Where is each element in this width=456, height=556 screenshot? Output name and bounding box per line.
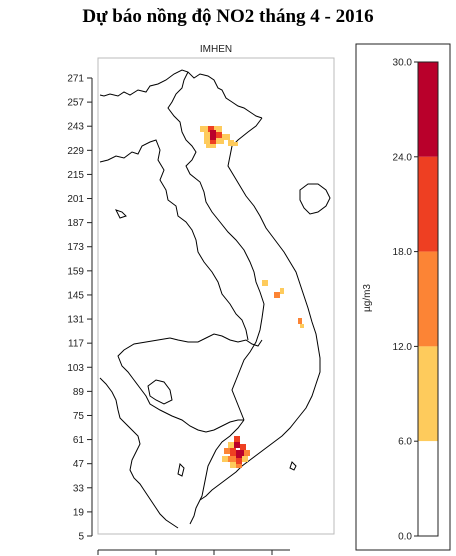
legend-unit-label: µg/m3 (362, 284, 373, 312)
hotspot-red-river-delta (200, 126, 238, 148)
map-subtitle: IMHEN (199, 44, 233, 55)
y-axis-ticks: 271 257 243 229 215 201 187 173 159 145 131 117 103 8… (67, 74, 92, 543)
legend-break-label: 24.0 (393, 152, 413, 163)
island-phu-quoc (177, 462, 185, 477)
y-tick-label: 61 (73, 435, 85, 446)
y-tick-label: 173 (67, 242, 84, 253)
y-tick-label: 159 (67, 266, 84, 277)
vietnam-coast (199, 117, 321, 501)
legend-break-label: 18.0 (393, 247, 413, 258)
legend-break-label: 12.0 (393, 342, 413, 353)
cambodia-west-border (117, 337, 244, 433)
y-tick-label: 103 (67, 363, 84, 374)
y-tick-label: 131 (67, 315, 84, 326)
y-tick-label: 257 (67, 98, 84, 109)
no2-hotspots (200, 126, 304, 468)
laos-thailand-border (99, 139, 249, 341)
cambodia-border (169, 333, 263, 347)
legend-break-label: 30.0 (393, 58, 413, 69)
legend-color-bar (417, 61, 439, 537)
tonle-sap-lake (147, 379, 173, 405)
legend-bar-outline (417, 61, 439, 537)
y-tick-label: 117 (68, 339, 84, 350)
legend-color-segment (418, 346, 438, 442)
map-frame (97, 57, 335, 535)
legend-color-segment (418, 156, 438, 252)
x-axis-ticks: 13569103 (97, 550, 273, 555)
legend-break-labels: 30.0 24.0 18.0 12.0 6.0 0.0 (393, 58, 418, 543)
y-tick-label: 47 (73, 459, 85, 470)
map-title: Dự báo nồng độ NO2 tháng 4 - 2016 (82, 6, 374, 27)
y-tick-label: 145 (67, 290, 84, 301)
legend-color-segment (418, 62, 438, 157)
y-tick-label: 187 (67, 218, 84, 229)
country-borders (99, 69, 331, 529)
y-tick-label: 75 (73, 411, 85, 422)
western-border (167, 71, 265, 421)
islet-south (289, 461, 297, 471)
y-tick-label: 215 (67, 170, 84, 181)
y-tick-label: 201 (67, 194, 84, 205)
legend-color-segment (418, 441, 438, 536)
islet-north (115, 209, 127, 219)
hotspot-central-coast (262, 280, 304, 328)
hainan-island (299, 183, 331, 215)
y-tick-label: 229 (67, 146, 84, 157)
y-tick-label: 5 (78, 532, 84, 543)
legend-break-label: 6.0 (398, 437, 412, 448)
legend-break-label: 0.0 (398, 532, 412, 543)
y-tick-label: 33 (73, 483, 85, 494)
y-tick-label: 19 (73, 507, 85, 518)
thailand-coast (99, 377, 179, 529)
y-tick-label: 89 (73, 387, 85, 398)
hotspot-south-east (222, 436, 250, 468)
legend-color-segment (418, 251, 438, 347)
y-tick-label: 271 (67, 74, 84, 85)
mekong-delta-coast (189, 419, 245, 525)
legend-frame (355, 43, 451, 551)
y-tick-label: 243 (67, 122, 84, 133)
